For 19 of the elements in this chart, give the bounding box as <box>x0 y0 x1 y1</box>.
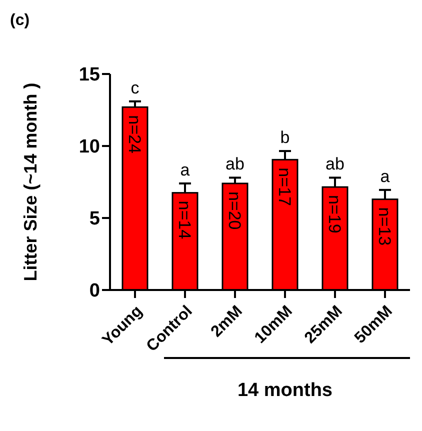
annotation: ab <box>326 154 344 174</box>
y-tick-label: 10 <box>78 136 100 158</box>
annotation: a <box>380 166 390 186</box>
annotation: n=20 <box>225 191 244 230</box>
x-axis-title: 14 months <box>237 380 333 401</box>
annotation: n=19 <box>325 195 344 234</box>
chart-title: (c) <box>10 12 30 30</box>
y-axis-title: Litter Size (~14 month ) <box>20 82 40 282</box>
annotation: n=14 <box>175 200 194 240</box>
annotation: c <box>130 78 140 98</box>
annotation: n=24 <box>125 115 144 154</box>
annotation: b <box>280 128 290 148</box>
y-tick-label: 15 <box>78 64 100 86</box>
annotation: n=17 <box>275 168 294 206</box>
annotation: a <box>180 160 190 180</box>
y-tick-label: 0 <box>89 280 100 302</box>
annotation: n=13 <box>375 207 394 246</box>
annotation: ab <box>226 154 244 174</box>
y-tick-label: 5 <box>89 208 100 230</box>
